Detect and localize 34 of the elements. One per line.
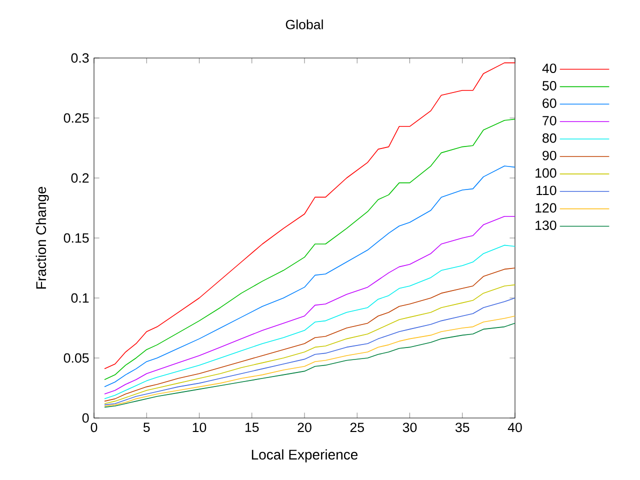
line-series	[104, 216, 515, 394]
x-axis-title: Local Experience	[252, 449, 358, 462]
line-series	[104, 166, 515, 388]
legend-label: 40	[542, 64, 556, 74]
legend-label: 110	[536, 186, 556, 196]
legend-label: 100	[536, 168, 556, 178]
y-tick-label: 0.2	[71, 173, 89, 183]
legend-label: 130	[536, 220, 556, 230]
y-axis-title: Fraction Change	[36, 186, 49, 289]
x-tick-label: 15	[245, 422, 259, 432]
y-tick-label: 0	[82, 413, 89, 423]
line-series	[104, 244, 515, 400]
x-tick-label: 0	[90, 422, 98, 432]
legend-label: 70	[542, 116, 556, 126]
x-tick-label: 25	[350, 422, 364, 432]
line-series	[104, 62, 515, 370]
y-tick-label: 0.05	[64, 353, 89, 363]
line-series	[104, 118, 515, 380]
x-tick-label: 5	[143, 422, 150, 432]
y-tick-label: 0.25	[64, 113, 89, 123]
y-tick-label: 0.15	[64, 233, 89, 243]
y-tick-label: 0.1	[71, 293, 89, 303]
x-tick-label: 30	[402, 422, 417, 432]
legend-label: 50	[542, 81, 556, 90]
legend-label: 60	[542, 98, 556, 108]
legend-label: 120	[536, 203, 556, 213]
x-tick-label: 20	[298, 422, 312, 432]
legend-label: 80	[542, 133, 556, 143]
chart-title: Global	[286, 20, 323, 30]
y-tick-label: 0.3	[71, 53, 89, 63]
x-tick-label: 35	[455, 422, 470, 432]
x-tick-label: 40	[508, 422, 522, 432]
x-tick-label: 10	[192, 422, 206, 432]
legend-label: 90	[542, 150, 556, 160]
